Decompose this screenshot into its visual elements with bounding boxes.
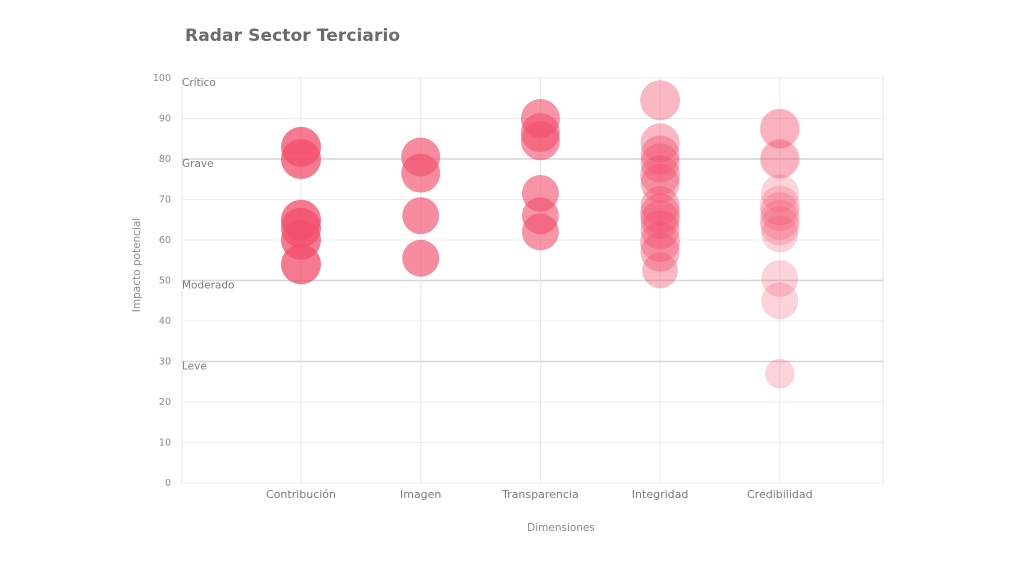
y-tick-label: 70 bbox=[159, 195, 171, 206]
bubble bbox=[760, 174, 799, 213]
bubble bbox=[640, 155, 681, 196]
bubble bbox=[402, 239, 440, 277]
y-axis-ticks: 0 10 20 30 40 50 60 70 80 90 100 bbox=[153, 73, 171, 489]
y-tick-label: 0 bbox=[165, 478, 171, 489]
bubble bbox=[521, 213, 559, 251]
bubble bbox=[640, 163, 680, 203]
y-axis-title: Impacto potencial bbox=[131, 218, 143, 312]
bubble bbox=[640, 193, 681, 234]
y-tick-label: 10 bbox=[159, 438, 171, 449]
y-tick-label: 100 bbox=[153, 73, 171, 84]
bubble bbox=[760, 206, 800, 246]
band-label: Grave bbox=[182, 158, 214, 170]
band-labels: Crítico Grave Moderado Leve bbox=[182, 77, 234, 373]
bubble bbox=[761, 282, 799, 320]
band-label: Moderado bbox=[182, 280, 234, 292]
bubble bbox=[761, 260, 799, 297]
x-tick-label: Contribución bbox=[266, 488, 336, 501]
bubble bbox=[640, 80, 681, 121]
bubble bbox=[640, 186, 680, 226]
bubble bbox=[759, 139, 800, 179]
band-label: Leve bbox=[182, 361, 207, 373]
bubble bbox=[402, 197, 440, 235]
bubble bbox=[759, 108, 800, 149]
bubble bbox=[760, 140, 799, 178]
y-tick-label: 40 bbox=[159, 316, 171, 327]
bubbles bbox=[281, 80, 800, 389]
x-tick-label: Credibilidad bbox=[747, 488, 813, 501]
bubble bbox=[761, 215, 799, 253]
bubble bbox=[760, 192, 800, 232]
bubble bbox=[640, 143, 680, 183]
y-tick-label: 20 bbox=[159, 397, 171, 408]
bubble bbox=[401, 153, 441, 193]
y-tick-label: 90 bbox=[159, 114, 171, 125]
bubble bbox=[640, 123, 680, 163]
bubble bbox=[640, 210, 680, 250]
bubble bbox=[640, 135, 680, 175]
bubble bbox=[760, 109, 800, 149]
x-tick-label: Imagen bbox=[400, 488, 441, 501]
band-label: Crítico bbox=[182, 77, 216, 89]
bubble bbox=[640, 200, 680, 240]
bubble bbox=[281, 139, 321, 179]
chart-title: Radar Sector Terciario bbox=[185, 26, 401, 46]
y-tick-label: 30 bbox=[159, 357, 171, 368]
y-tick-label: 50 bbox=[159, 276, 171, 287]
bubble bbox=[759, 199, 800, 240]
bubble bbox=[640, 222, 681, 263]
x-axis-title: Dimensiones bbox=[527, 522, 595, 534]
y-tick-label: 80 bbox=[159, 154, 171, 165]
bubble bbox=[640, 232, 680, 272]
bubble bbox=[281, 244, 321, 285]
x-tick-label: Integridad bbox=[632, 488, 689, 501]
y-tick-label: 60 bbox=[159, 235, 171, 246]
bubble bbox=[764, 358, 795, 389]
bubble bbox=[520, 121, 560, 161]
x-axis-ticks: Contribución Imagen Transparencia Integrida… bbox=[266, 488, 813, 501]
bubble bbox=[759, 185, 800, 226]
bubble bbox=[642, 252, 678, 289]
x-tick-label: Transparencia bbox=[501, 488, 579, 501]
